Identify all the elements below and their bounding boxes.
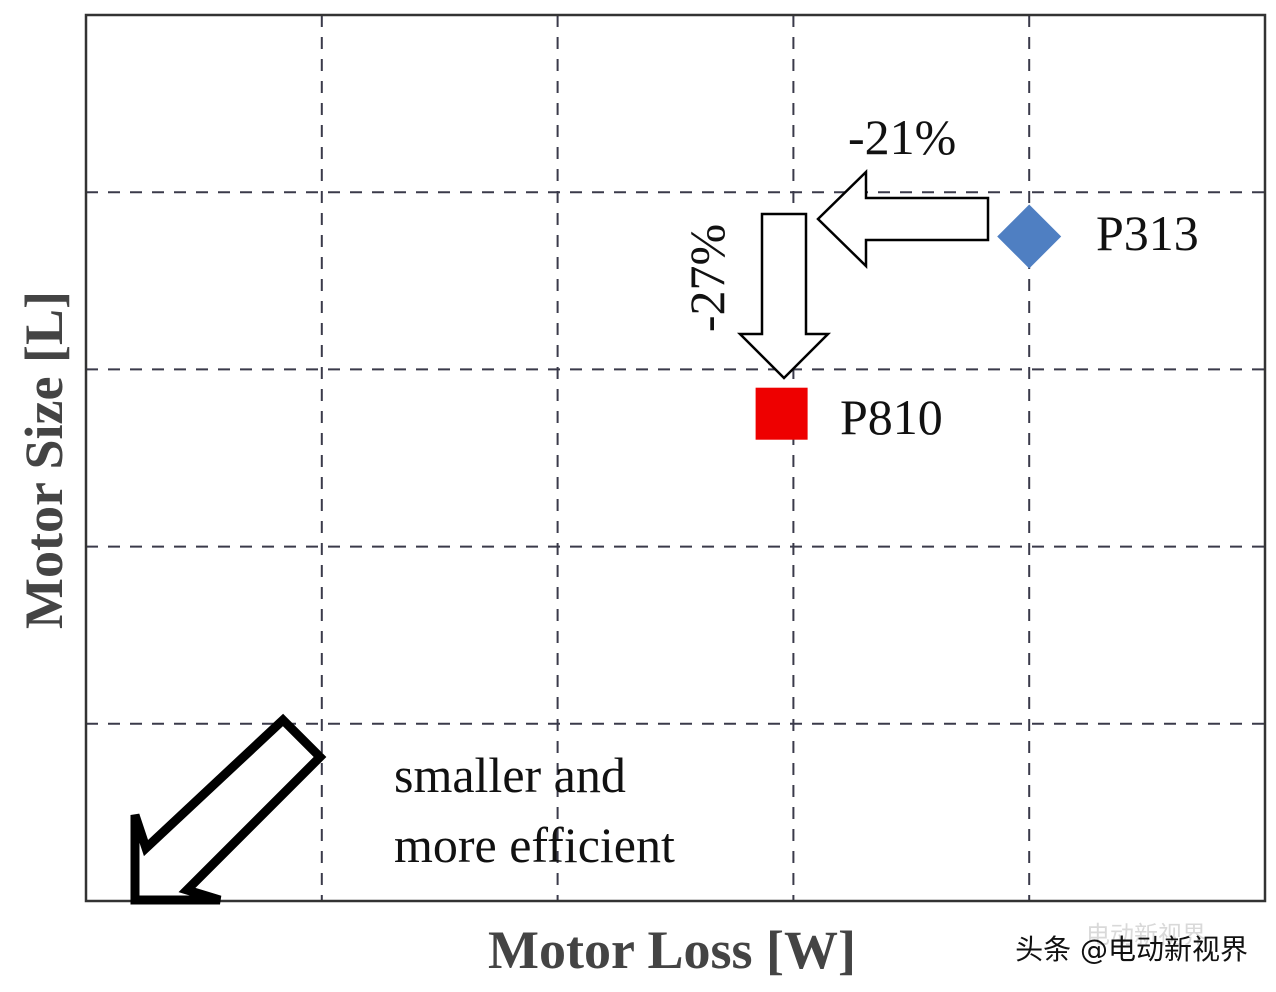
data-marks [755,204,1062,440]
direction-arrow [130,713,327,905]
grid-lines [86,15,1265,901]
watermark: 头条 @电动新视界 [1015,933,1248,966]
plot-frame [84,13,1267,903]
data-point-p313 [997,204,1062,269]
y-axis-label: Motor Size [L] [14,291,74,629]
data-point-p810 [755,387,808,440]
size-reduction-arrow [736,212,832,380]
loss-change-label: -21% [848,109,956,165]
watermark-faint: 电动新视界 [1086,921,1206,949]
direction-note-line1: smaller and [394,747,626,803]
point-label-p313: P313 [1096,205,1199,261]
x-axis-label: Motor Loss [W] [488,920,856,980]
point-label-p810: P810 [840,389,943,445]
size-change-label: -27% [679,224,735,332]
direction-note-line2: more efficient [394,817,675,873]
loss-reduction-arrow [816,169,990,269]
